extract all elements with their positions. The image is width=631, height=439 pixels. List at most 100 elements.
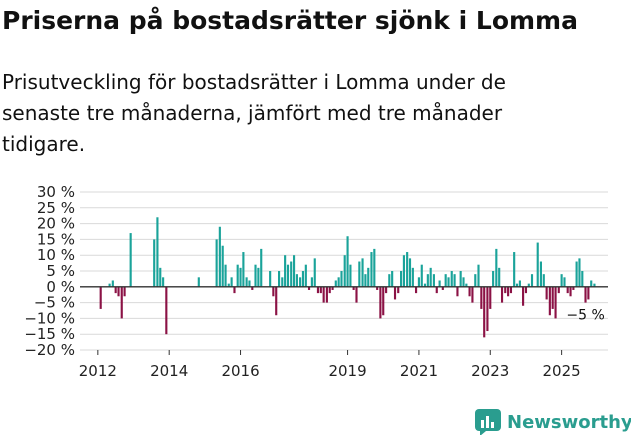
bar xyxy=(498,267,501,287)
bar xyxy=(557,286,560,294)
bar xyxy=(530,274,534,287)
bar xyxy=(117,286,120,297)
bar xyxy=(447,277,450,287)
x-tick-label: 2023 xyxy=(471,362,509,380)
bar xyxy=(483,286,486,338)
bar xyxy=(450,271,453,287)
bar xyxy=(459,271,462,287)
bar xyxy=(346,236,349,287)
bar xyxy=(593,283,596,287)
bar xyxy=(197,277,200,287)
bar xyxy=(420,264,423,287)
bar xyxy=(500,286,504,303)
bar xyxy=(480,286,483,309)
bar xyxy=(310,277,313,287)
y-tick-label: 30 % xyxy=(37,183,75,201)
bar xyxy=(325,286,328,303)
bar xyxy=(423,283,427,287)
bar xyxy=(227,283,230,287)
bar xyxy=(432,274,435,287)
bar xyxy=(566,286,569,294)
bar xyxy=(551,286,554,309)
bar-chart: −20 %−15 %−10 %−5 %0 %5 %10 %15 %20 %25 … xyxy=(24,183,608,380)
bar xyxy=(286,264,290,287)
bar xyxy=(299,277,302,287)
bar xyxy=(539,261,542,287)
bar xyxy=(370,252,373,287)
y-tick-label: 15 % xyxy=(37,230,75,248)
bar xyxy=(563,277,566,287)
bar xyxy=(245,277,248,287)
x-tick-label: 2014 xyxy=(150,362,188,380)
bar xyxy=(522,286,525,306)
bar xyxy=(575,261,578,287)
bar xyxy=(444,274,447,287)
x-tick-label: 2016 xyxy=(221,362,259,380)
bar xyxy=(560,274,563,287)
bar xyxy=(352,286,355,290)
bar xyxy=(417,277,420,287)
bar xyxy=(114,286,117,294)
newsworthy-logo-text: Newsworthy xyxy=(507,411,631,433)
bar xyxy=(257,267,260,287)
bar xyxy=(524,286,528,294)
y-tick-label: 20 % xyxy=(37,215,75,233)
y-tick-label: 0 % xyxy=(46,278,75,296)
y-tick-label: −10 % xyxy=(24,309,75,327)
bar xyxy=(509,286,513,294)
bar xyxy=(379,286,382,319)
bar xyxy=(385,286,388,294)
newsworthy-logo-icon xyxy=(475,409,501,435)
bar xyxy=(129,233,132,287)
bar xyxy=(355,286,358,303)
bar xyxy=(581,271,584,287)
bar xyxy=(513,252,516,287)
bar xyxy=(376,286,379,290)
bar xyxy=(248,280,251,287)
bar xyxy=(358,261,361,287)
bar xyxy=(343,255,346,287)
bar xyxy=(367,267,370,287)
x-tick-label: 2012 xyxy=(79,362,117,380)
bar xyxy=(462,277,465,287)
bar xyxy=(120,286,123,319)
bar xyxy=(474,274,477,287)
bar xyxy=(388,274,391,287)
y-tick-label: −20 % xyxy=(24,341,75,359)
bar xyxy=(471,286,474,303)
bar xyxy=(304,264,307,287)
bar xyxy=(373,248,376,287)
bar xyxy=(429,267,432,287)
bar xyxy=(572,286,575,290)
bar xyxy=(411,267,414,287)
bar xyxy=(414,286,418,294)
bar xyxy=(435,286,438,294)
bar xyxy=(569,286,572,297)
bar xyxy=(251,286,254,290)
chart-title: Priserna på bostadsrätter sjönk i Lomma xyxy=(2,6,578,35)
bar xyxy=(590,280,593,287)
bar xyxy=(361,258,364,287)
y-tick-label: 10 % xyxy=(37,246,75,264)
bar xyxy=(322,286,325,303)
bar xyxy=(486,286,489,332)
bar xyxy=(281,277,284,287)
bar xyxy=(162,277,165,287)
bar xyxy=(218,226,221,287)
bar xyxy=(453,274,456,287)
bar xyxy=(159,267,162,287)
bar xyxy=(337,277,340,287)
y-tick-label: 25 % xyxy=(37,199,75,217)
y-tick-label: −5 % xyxy=(34,294,75,312)
x-tick-label: 2025 xyxy=(543,362,581,380)
bar xyxy=(397,286,400,294)
bar xyxy=(111,280,114,287)
bar xyxy=(313,258,316,287)
bar xyxy=(260,248,263,287)
bar xyxy=(441,286,444,290)
bar xyxy=(295,274,298,287)
bar xyxy=(477,264,480,287)
bar xyxy=(221,245,224,287)
bar xyxy=(319,286,322,294)
bar xyxy=(224,264,227,287)
